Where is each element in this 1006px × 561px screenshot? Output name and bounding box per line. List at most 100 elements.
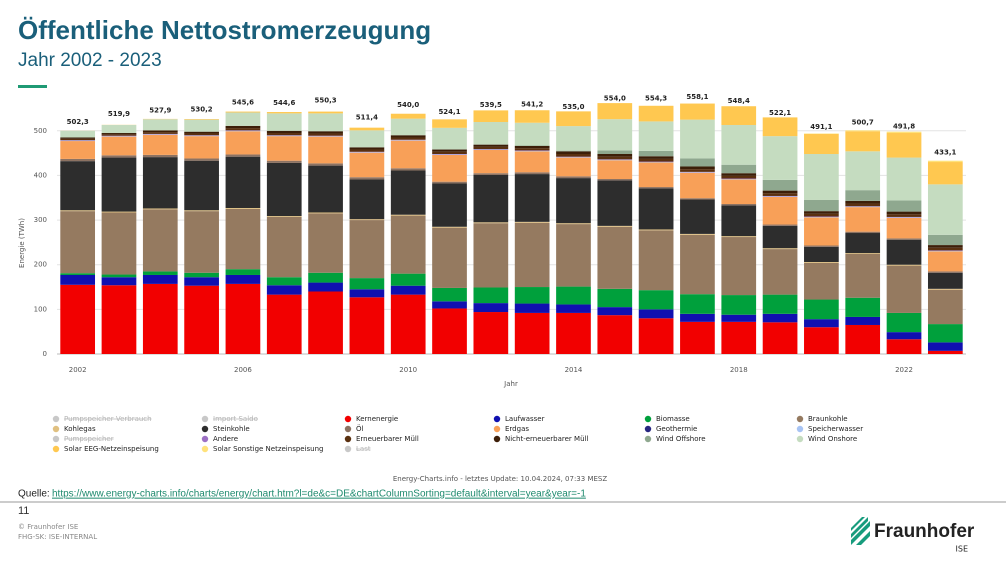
bar-segment [101, 134, 137, 136]
bar-segment [184, 131, 219, 134]
legend-label: Steinkohle [213, 425, 250, 433]
bar-segment [60, 137, 96, 139]
bar-segment [142, 271, 178, 275]
legend-item[interactable]: Import Saldo [201, 415, 258, 423]
bar-segment [432, 308, 467, 354]
bar-segment [886, 332, 922, 340]
bar-segment [597, 288, 633, 308]
bar-segment [721, 236, 757, 238]
bar-segment [225, 128, 261, 131]
bar-segment [308, 113, 343, 132]
bar-segment [597, 315, 633, 354]
bar-segment [101, 124, 137, 134]
legend-item[interactable]: Öl [344, 424, 364, 433]
x-tick-label: 2014 [565, 366, 583, 374]
total-label: 522,1 [769, 109, 791, 117]
logo-sub: ISE [956, 545, 969, 554]
bar-segment [721, 237, 757, 296]
bar-segment [762, 248, 798, 250]
legend-item[interactable]: Erdgas [493, 425, 530, 433]
total-label: 527,9 [149, 106, 171, 114]
legend-item[interactable]: Solar EEG-Netzeinspeisung [52, 445, 159, 453]
bar-segment [473, 173, 509, 175]
bar-segment [308, 133, 343, 136]
legend-swatch [493, 425, 501, 433]
legend-item[interactable]: Andere [201, 435, 238, 443]
legend-item[interactable]: Wind Offshore [644, 435, 706, 443]
bar-segment [597, 119, 633, 151]
bar-segment [142, 134, 178, 155]
bar-segment [762, 179, 798, 191]
bar-segment [225, 156, 261, 209]
legend-item[interactable]: Pumpspeicher [52, 435, 114, 443]
legend-swatch [201, 425, 209, 433]
bar-segment [184, 158, 219, 161]
total-label: 491,8 [893, 122, 915, 130]
bar-segment [680, 119, 715, 159]
legend-item[interactable]: Pumpspeicher Verbrauch [52, 415, 152, 423]
legend-item[interactable]: Solar Sonstige Netzeinspeisung [201, 445, 324, 453]
bar-segment [101, 136, 137, 156]
bar-segment [927, 160, 963, 163]
bar-segment [762, 322, 798, 354]
legend-item[interactable]: Kohlegas [52, 425, 96, 433]
legend-swatch [796, 425, 804, 433]
bar-segment [390, 137, 426, 140]
source-link[interactable]: https://www.energy-charts.info/charts/en… [52, 489, 586, 500]
x-tick-label: 2002 [69, 366, 87, 374]
bar-segment [349, 297, 385, 354]
bar-segment [184, 211, 219, 273]
bar-segment [762, 294, 798, 314]
bar-segment [473, 149, 509, 174]
bar-segment [432, 154, 467, 182]
legend-item[interactable]: Braunkohle [796, 415, 848, 423]
bar-segment [680, 172, 715, 199]
bar-segment [638, 105, 674, 122]
bar-segment [142, 209, 178, 272]
accent-bar [18, 85, 47, 88]
bar-segment [804, 262, 839, 300]
bar-segment [308, 282, 343, 292]
legend-item[interactable]: Erneuerbarer Müll [344, 435, 419, 443]
legend-swatch [52, 415, 60, 423]
bar-segment [473, 121, 509, 145]
legend-item[interactable]: Geothermie [644, 425, 698, 433]
bar-segment [142, 130, 178, 133]
legend-item[interactable]: Speicherwasser [796, 425, 863, 433]
bar-segment [349, 289, 385, 298]
legend-item[interactable]: Kernenergie [344, 415, 398, 423]
y-axis-label: Energie (TWh) [18, 218, 26, 268]
bar-segment [721, 106, 757, 125]
bar-segment [886, 312, 922, 333]
bar-segment [432, 181, 467, 184]
legend-item[interactable]: Biomasse [644, 415, 690, 423]
bar-segment [60, 141, 96, 159]
bar-segment [927, 342, 963, 351]
bar-segment [432, 149, 467, 152]
bar-segment [142, 274, 178, 284]
bar-segment [60, 274, 96, 285]
slide-subtitle: Jahr 2002 - 2023 [18, 50, 162, 71]
legend-item[interactable]: Nicht-erneuerbarer Müll [493, 435, 589, 443]
bar-segment [804, 154, 839, 200]
legend-label: Andere [213, 435, 238, 443]
legend-label: Braunkohle [808, 415, 848, 423]
bar-segment [680, 166, 715, 170]
legend-item[interactable]: Last [344, 445, 371, 453]
legend-label: Geothermie [656, 425, 697, 433]
bar-segment [225, 154, 261, 157]
total-label: 540,0 [397, 101, 419, 109]
bar-segment [597, 179, 633, 181]
bar-segment [308, 212, 343, 214]
legend-item[interactable]: Steinkohle [201, 425, 250, 433]
bar-segment [225, 208, 261, 270]
legend-item[interactable]: Wind Onshore [796, 435, 857, 443]
bar-segment [184, 210, 219, 212]
legend-swatch [52, 435, 60, 443]
legend-item[interactable]: Laufwasser [493, 415, 545, 423]
bar-segment [762, 224, 798, 226]
bar-segment [597, 160, 633, 179]
total-label: 524,1 [438, 108, 460, 116]
logo-name: Fraunhofer [874, 521, 975, 542]
